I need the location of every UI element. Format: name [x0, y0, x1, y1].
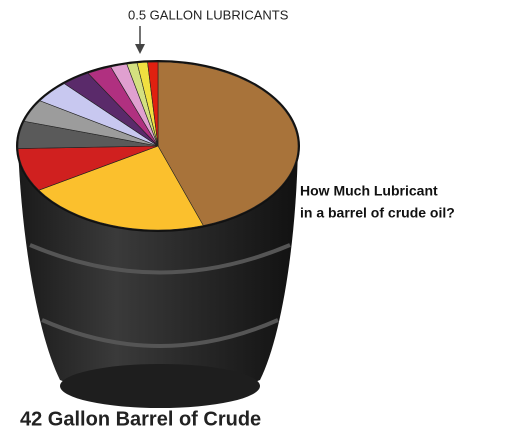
chart-title: 42 Gallon Barrel of Crude	[20, 408, 261, 430]
annotation-arrow	[135, 26, 145, 54]
annotation: 0.5 GALLON LUBRICANTS	[128, 7, 289, 22]
question-line: in a barrel of crude oil?	[300, 205, 455, 221]
question-line: How Much Lubricant	[300, 183, 438, 199]
pie	[18, 62, 298, 230]
infographic: 0.5 GALLON LUBRICANTS How Much Lubricant…	[0, 0, 516, 440]
